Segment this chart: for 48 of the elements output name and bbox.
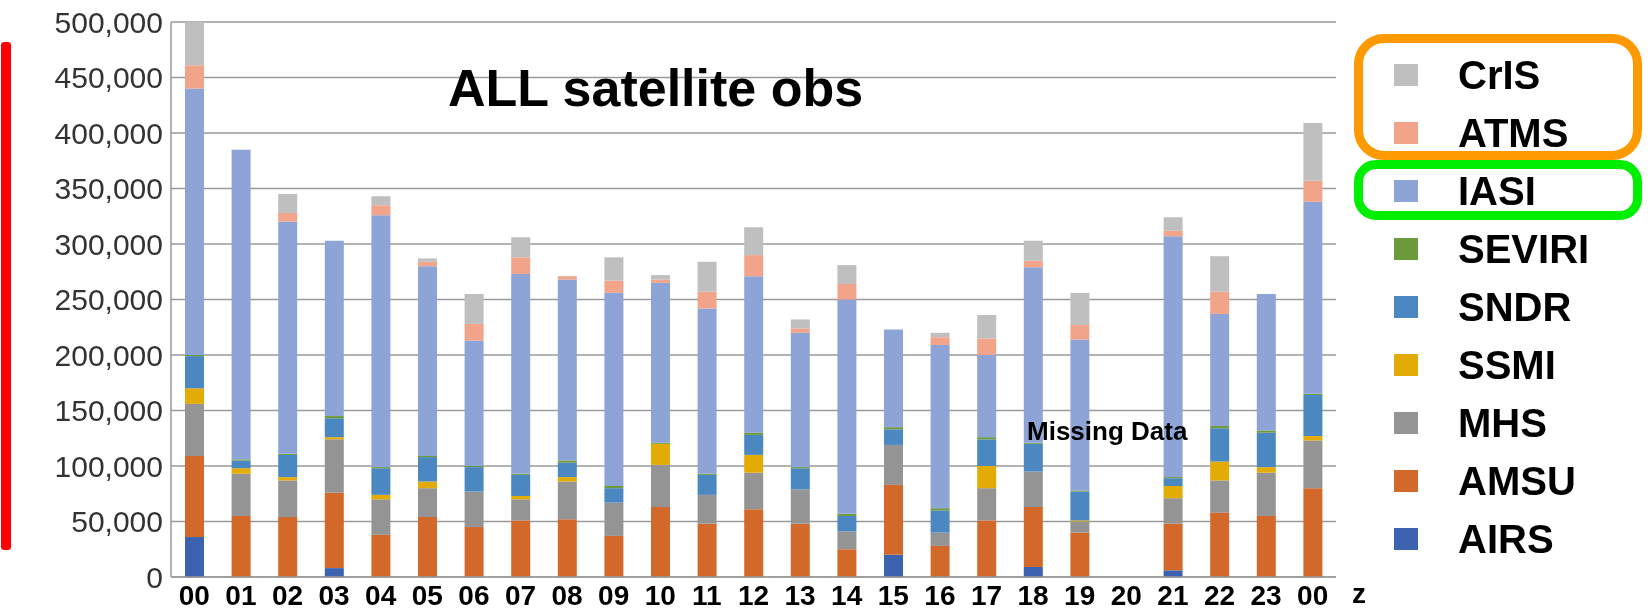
y-tick-label: 250,000 bbox=[54, 283, 163, 317]
legend-label: SSMI bbox=[1458, 343, 1556, 387]
y-tick-label: 150,000 bbox=[54, 394, 163, 428]
y-tick-label: 400,000 bbox=[54, 116, 163, 150]
x-tick-label: 17 bbox=[970, 579, 1003, 611]
x-tick-label: 07 bbox=[504, 579, 537, 611]
x-tick-label: 00 bbox=[178, 579, 210, 611]
x-axis-title: z bbox=[1352, 578, 1366, 610]
x-tick-label: 22 bbox=[1203, 579, 1236, 611]
legend-label: AIRS bbox=[1458, 517, 1554, 561]
y-tick-label: 100,000 bbox=[54, 449, 163, 483]
y-tick-label: 450,000 bbox=[54, 61, 163, 95]
x-tick-label: 15 bbox=[877, 579, 909, 611]
legend-label: ATMS bbox=[1458, 111, 1569, 155]
x-tick-label: 13 bbox=[784, 579, 816, 611]
x-tick-label: 09 bbox=[598, 579, 630, 611]
y-tick-label: 300,000 bbox=[54, 227, 163, 261]
x-tick-label: 11 bbox=[692, 579, 722, 611]
legend-label: SEVIRI bbox=[1458, 227, 1590, 271]
x-tick-label: 06 bbox=[458, 579, 490, 611]
x-tick-label: 01 bbox=[225, 579, 257, 611]
x-tick-label: 20 bbox=[1110, 579, 1142, 611]
legend-label: IASI bbox=[1458, 169, 1536, 213]
x-tick-label: 14 bbox=[831, 579, 863, 611]
x-tick-label: 03 bbox=[318, 579, 350, 611]
legend-label: AMSU bbox=[1458, 459, 1576, 503]
y-tick-label: 0 bbox=[146, 560, 163, 594]
y-tick-label: 500,000 bbox=[54, 5, 163, 39]
x-tick-label: 12 bbox=[737, 579, 770, 611]
x-tick-label: 02 bbox=[271, 579, 304, 611]
x-tick-label: 00 bbox=[1297, 579, 1329, 611]
legend-label: MHS bbox=[1458, 401, 1547, 445]
x-tick-label: 04 bbox=[365, 579, 397, 611]
x-tick-label: 19 bbox=[1064, 579, 1096, 611]
x-tick-label: 05 bbox=[411, 579, 443, 611]
y-tick-label: 200,000 bbox=[54, 338, 163, 372]
x-tick-label: 21 bbox=[1157, 579, 1189, 611]
text: ALL satellite obs bbox=[448, 58, 864, 118]
legend-label: SNDR bbox=[1458, 285, 1572, 329]
x-tick-label: 10 bbox=[644, 579, 676, 611]
x-tick-label: 16 bbox=[924, 579, 956, 611]
x-tick-label: 08 bbox=[551, 579, 583, 611]
x-tick-label: 23 bbox=[1250, 579, 1282, 611]
x-tick-label: 18 bbox=[1017, 579, 1049, 611]
legend-label: CrIS bbox=[1458, 53, 1541, 97]
y-tick-label: 50,000 bbox=[71, 505, 163, 539]
annotation: Missing Data bbox=[1027, 416, 1188, 447]
y-tick-label: 350,000 bbox=[54, 172, 163, 206]
